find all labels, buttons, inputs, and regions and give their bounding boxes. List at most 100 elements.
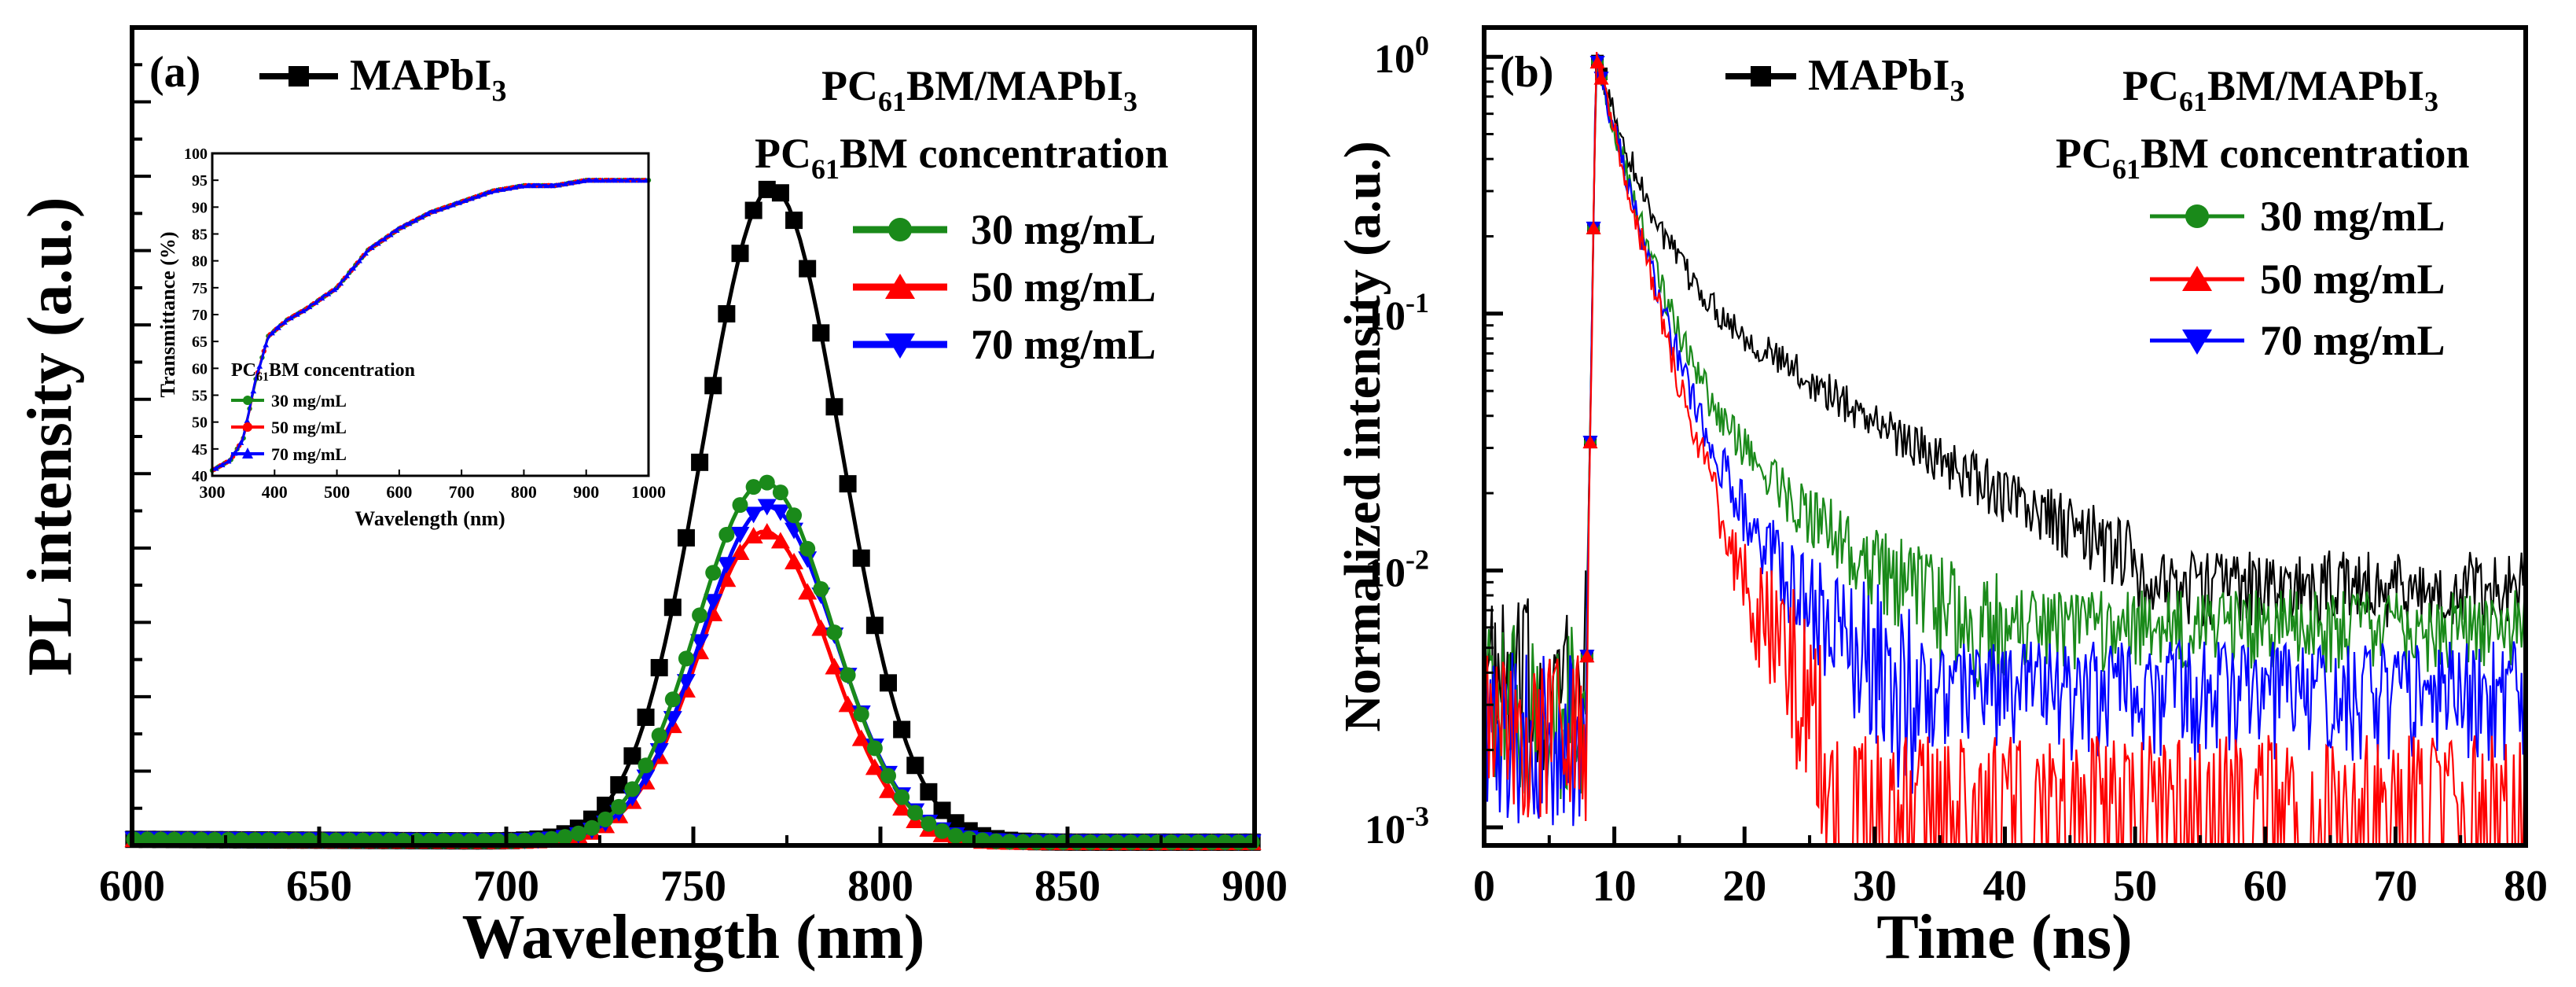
svg-text:MAPbI3: MAPbI3 bbox=[350, 51, 506, 108]
inset-data-point bbox=[312, 299, 319, 305]
data-point bbox=[799, 540, 816, 557]
inset-data-point bbox=[580, 178, 587, 183]
x-tick-label: 750 bbox=[660, 862, 726, 911]
panel-b: 0 10 20 30 40 50 60 70 80 100 10-1 10-2 10-3 (b) Tim… bbox=[1334, 25, 2548, 972]
data-point bbox=[757, 499, 777, 516]
svg-text:70 mg/mL: 70 mg/mL bbox=[271, 444, 347, 464]
data-point bbox=[892, 799, 912, 816]
inset-data-point bbox=[493, 187, 500, 193]
legend-marker-triangle-up bbox=[2182, 266, 2212, 291]
inset-data-point bbox=[537, 182, 543, 189]
data-point bbox=[759, 474, 775, 491]
inset-ticks: 300 400 500 600 700 800 900 1000 40 45 50 55 60 65 70 7… bbox=[184, 145, 666, 502]
data-point bbox=[852, 549, 870, 567]
y-tick-label: 10-3 bbox=[1365, 801, 1429, 853]
inset-data-point bbox=[269, 330, 275, 336]
decay-point bbox=[1589, 55, 1605, 69]
inset-data-point bbox=[393, 227, 400, 234]
data-point bbox=[893, 720, 911, 738]
svg-text:PC61BM concentration: PC61BM concentration bbox=[755, 130, 1168, 185]
panel-b-legend-entries: 30 mg/mL 50 mg/mL 70 mg/mL bbox=[2150, 193, 2446, 364]
inset-x-tick-label: 300 bbox=[200, 482, 226, 502]
inset-x-tick-label: 1000 bbox=[631, 482, 666, 502]
inset-data-point bbox=[406, 220, 413, 226]
svg-text:PC61BM/MAPbI3: PC61BM/MAPbI3 bbox=[821, 62, 1137, 117]
data-point bbox=[717, 557, 737, 574]
data-point bbox=[907, 805, 924, 821]
svg-text:MAPbI3: MAPbI3 bbox=[1808, 51, 1964, 108]
data-point bbox=[934, 823, 950, 839]
data-point bbox=[906, 757, 924, 775]
panel-a-ticks: 600 650 700 750 800 850 900 bbox=[99, 63, 1288, 911]
data-point bbox=[825, 657, 844, 675]
data-point bbox=[839, 475, 857, 493]
x-tick-label: 900 bbox=[1222, 862, 1288, 911]
data-point bbox=[744, 506, 763, 524]
inset-legend-70: 70 mg/mL bbox=[231, 444, 347, 464]
svg-text:30 mg/mL: 30 mg/mL bbox=[271, 391, 347, 411]
data-point bbox=[771, 184, 789, 202]
data-point bbox=[744, 201, 763, 219]
inset-data-point bbox=[637, 177, 643, 183]
data-point bbox=[623, 747, 641, 765]
data-point bbox=[705, 565, 722, 581]
data-point bbox=[786, 507, 803, 524]
data-point bbox=[730, 543, 750, 560]
data-point bbox=[664, 691, 681, 708]
legend-marker-square bbox=[288, 66, 309, 87]
panel-b-ticks: 0 10 20 30 40 50 60 70 80 100 10-1 10-2 10-3 bbox=[1365, 30, 2548, 911]
inset-data-point bbox=[362, 250, 369, 256]
inset-y-tick-label: 80 bbox=[192, 253, 208, 271]
inset-y-tick-label: 40 bbox=[192, 468, 208, 485]
inset-data-point bbox=[275, 324, 281, 330]
inset-data-point bbox=[318, 295, 325, 301]
svg-text:30 mg/mL: 30 mg/mL bbox=[971, 206, 1156, 253]
svg-text:50 mg/mL: 50 mg/mL bbox=[271, 418, 347, 437]
x-tick-label: 850 bbox=[1034, 862, 1101, 911]
legend-entry-30: 30 mg/mL bbox=[853, 206, 1156, 253]
svg-text:PC61BM concentration: PC61BM concentration bbox=[231, 360, 415, 384]
data-point bbox=[610, 775, 628, 794]
inset-y-tick-label: 50 bbox=[192, 414, 208, 432]
inset-x-tick-label: 600 bbox=[386, 482, 412, 502]
data-point bbox=[637, 708, 655, 726]
inset-data-point bbox=[512, 184, 519, 190]
inset-ylabel: Transmittance (%) bbox=[156, 231, 179, 397]
x-tick-label: 30 bbox=[1853, 862, 1897, 911]
y-tick-label: 100 bbox=[1374, 30, 1429, 82]
legend-entry-30: 30 mg/mL bbox=[2150, 193, 2446, 240]
data-point bbox=[798, 583, 818, 600]
inset-x-tick-label: 700 bbox=[449, 482, 475, 502]
svg-text:30 mg/mL: 30 mg/mL bbox=[2260, 193, 2446, 240]
inset-data-point bbox=[424, 211, 432, 217]
data-point bbox=[798, 551, 818, 569]
svg-text:50 mg/mL: 50 mg/mL bbox=[971, 263, 1156, 311]
data-point bbox=[624, 781, 641, 797]
data-point bbox=[758, 180, 776, 198]
data-point bbox=[718, 305, 736, 323]
x-tick-label: 10 bbox=[1593, 862, 1637, 911]
panel-b-xlabel: Time (ns) bbox=[1876, 903, 2132, 972]
svg-text:50 mg/mL: 50 mg/mL bbox=[2260, 256, 2446, 303]
svg-text:PC61BM/MAPbI3: PC61BM/MAPbI3 bbox=[2122, 62, 2438, 117]
inset-data-point bbox=[561, 181, 568, 187]
data-point bbox=[677, 528, 695, 547]
data-point bbox=[785, 212, 803, 230]
panel-a-label: (a) bbox=[149, 48, 200, 97]
inset-data-point bbox=[225, 458, 232, 464]
data-point bbox=[692, 607, 708, 624]
inset-data-point bbox=[325, 290, 332, 296]
inset-data-point bbox=[337, 280, 344, 286]
data-point bbox=[611, 798, 627, 815]
inset-y-tick-label: 70 bbox=[192, 307, 208, 324]
inset-data-point bbox=[624, 177, 630, 183]
data-point bbox=[690, 634, 710, 651]
inset-y-tick-label: 45 bbox=[192, 441, 208, 459]
inset-x-tick-label: 400 bbox=[262, 482, 288, 502]
inset-data-point bbox=[387, 231, 394, 238]
data-point bbox=[865, 617, 884, 635]
data-point bbox=[691, 453, 709, 471]
data-point bbox=[853, 706, 869, 723]
decay-series-1 bbox=[1483, 61, 2526, 801]
